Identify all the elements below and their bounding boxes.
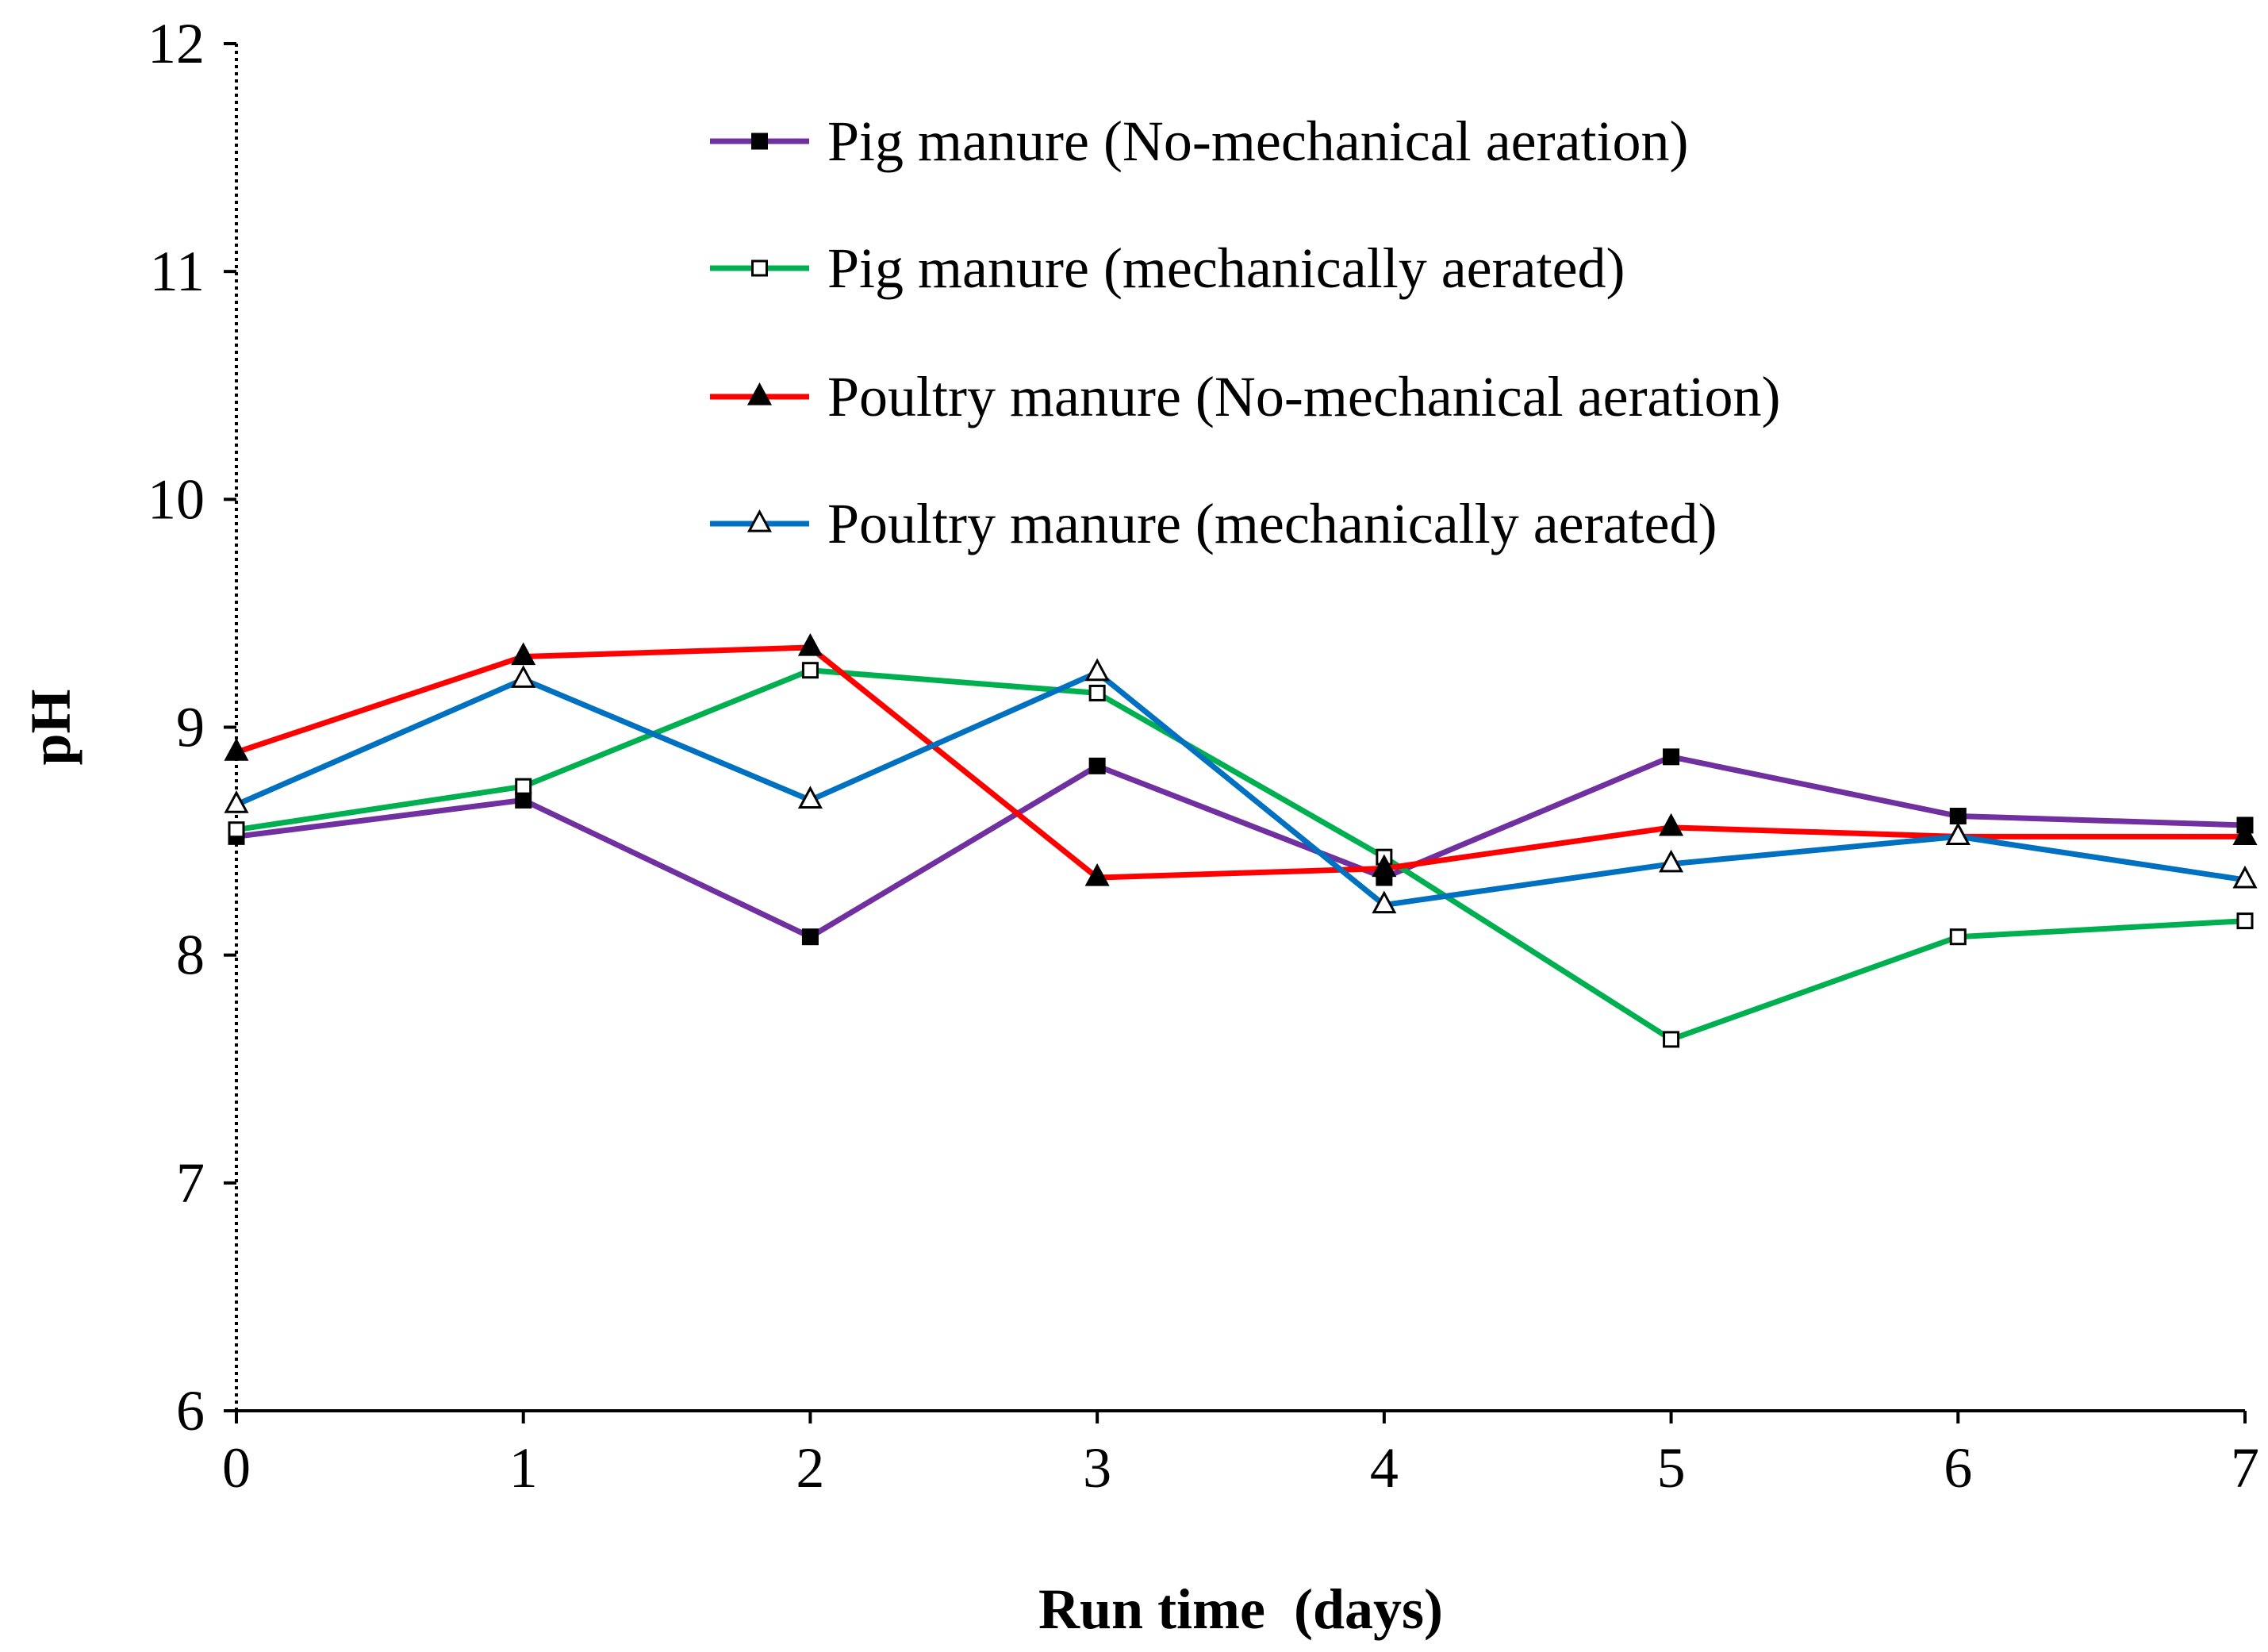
x-tick-label: 6 bbox=[1944, 1436, 1972, 1500]
legend-label: Pig manure (mechanically aerated) bbox=[827, 236, 1625, 300]
series-line bbox=[235, 644, 2245, 881]
series-layer bbox=[224, 632, 2258, 1048]
series-3 bbox=[224, 632, 2258, 886]
x-tick-label: 0 bbox=[222, 1436, 251, 1500]
legend: Pig manure (No-mechanical aeration) Pig m… bbox=[710, 109, 1781, 555]
data-point bbox=[1949, 928, 1967, 946]
y-tick-label: 8 bbox=[176, 924, 205, 987]
data-point bbox=[801, 928, 819, 946]
data-point bbox=[1088, 757, 1106, 774]
legend-entry-4: Poultry manure (mechanically aerated) bbox=[710, 492, 1717, 555]
series-line bbox=[236, 667, 2246, 1043]
data-point bbox=[1659, 849, 1684, 873]
y-axis-title: pH bbox=[19, 689, 83, 765]
data-point bbox=[1945, 822, 1971, 845]
legend-marker bbox=[746, 382, 773, 405]
legend-label: Poultry manure (mechanically aerated) bbox=[827, 492, 1717, 555]
y-tick-label: 9 bbox=[176, 696, 205, 759]
series-line bbox=[235, 670, 2246, 908]
x-tick-label: 1 bbox=[509, 1436, 538, 1500]
data-point bbox=[1659, 813, 1684, 836]
data-point bbox=[1084, 863, 1110, 886]
data-point bbox=[801, 662, 819, 679]
data-point bbox=[515, 791, 532, 809]
legend-marker bbox=[751, 133, 768, 150]
data-point bbox=[1088, 684, 1106, 701]
y-tick-label: 6 bbox=[176, 1379, 205, 1443]
series-1 bbox=[228, 748, 2254, 946]
data-point bbox=[515, 778, 532, 795]
y-tick-label: 12 bbox=[148, 12, 205, 75]
legend-label: Poultry manure (No-mechanical aeration) bbox=[827, 365, 1781, 428]
data-point bbox=[1372, 890, 1397, 914]
data-point bbox=[797, 786, 823, 809]
data-point bbox=[1663, 1031, 1680, 1048]
x-axis-title: Run time (days) bbox=[1038, 1577, 1443, 1641]
data-point bbox=[1084, 658, 1110, 682]
x-tick-label: 5 bbox=[1657, 1436, 1686, 1500]
series-2 bbox=[228, 662, 2254, 1048]
x-tick-label: 4 bbox=[1370, 1436, 1399, 1500]
data-point bbox=[511, 665, 536, 688]
data-point bbox=[2232, 865, 2258, 889]
y-tick-label: 11 bbox=[150, 240, 205, 303]
legend-entry-2: Pig manure (mechanically aerated) bbox=[710, 236, 1625, 300]
legend-entry-3: Poultry manure (No-mechanical aeration) bbox=[710, 365, 1781, 428]
series-line bbox=[236, 754, 2246, 940]
data-point bbox=[511, 642, 536, 666]
axes bbox=[235, 44, 2245, 1412]
series-4 bbox=[224, 658, 2258, 914]
y-tick-label: 7 bbox=[176, 1151, 205, 1215]
legend-entry-1: Pig manure (No-mechanical aeration) bbox=[710, 109, 1689, 173]
data-point bbox=[1372, 854, 1397, 878]
data-point bbox=[2232, 822, 2258, 845]
data-point bbox=[1949, 807, 1967, 824]
legend-marker bbox=[751, 259, 768, 277]
legend-marker bbox=[746, 509, 773, 532]
legend-label: Pig manure (No-mechanical aeration) bbox=[827, 109, 1689, 173]
data-point bbox=[224, 790, 249, 813]
data-point bbox=[797, 632, 823, 656]
data-point bbox=[1663, 748, 1680, 766]
x-tick-label: 7 bbox=[2231, 1436, 2259, 1500]
y-tick-label: 10 bbox=[148, 467, 205, 531]
data-point bbox=[2236, 912, 2254, 930]
x-tick-label: 3 bbox=[1083, 1436, 1111, 1500]
data-point bbox=[228, 821, 245, 839]
x-tick-label: 2 bbox=[796, 1436, 824, 1500]
data-point bbox=[224, 738, 249, 761]
